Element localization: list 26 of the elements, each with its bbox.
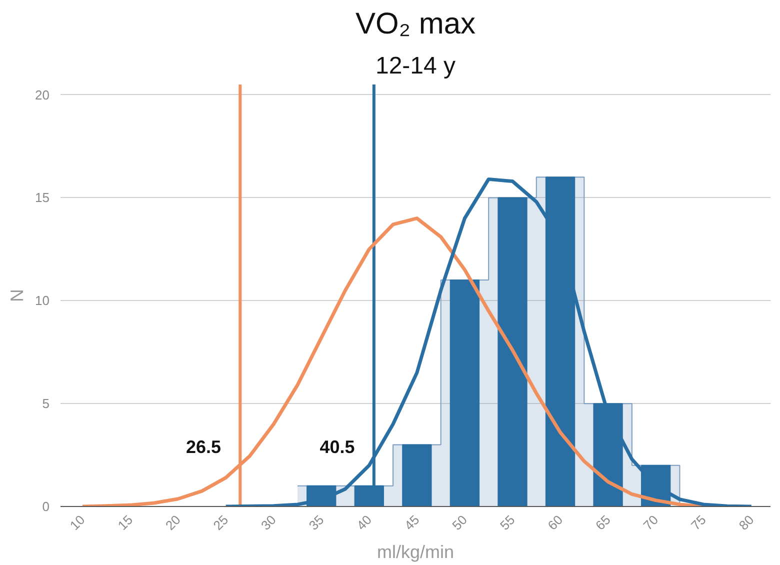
x-tick-label: 40 bbox=[354, 512, 374, 534]
x-axis-title: ml/kg/min bbox=[376, 542, 454, 562]
x-tick-label: 70 bbox=[640, 512, 662, 534]
x-tick-label: 15 bbox=[114, 512, 136, 534]
y-tick-label: 5 bbox=[42, 396, 50, 412]
x-tick-label: 25 bbox=[210, 512, 232, 534]
y-tick-label: 15 bbox=[35, 190, 50, 206]
y-tick-label: 20 bbox=[35, 87, 50, 102]
x-tick-label: 10 bbox=[66, 512, 88, 534]
x-tick-label: 55 bbox=[496, 512, 518, 534]
x-tick-label: 65 bbox=[592, 512, 614, 534]
x-tick-label: 75 bbox=[688, 512, 709, 534]
x-tick-label: 50 bbox=[449, 512, 470, 534]
x-tick-label: 30 bbox=[258, 512, 279, 534]
ref-line-label: 40.5 bbox=[320, 436, 355, 457]
chart-title: VO₂ max bbox=[356, 8, 476, 40]
y-axis-title: N bbox=[7, 289, 28, 302]
chart-subtitle: 12-14 y bbox=[375, 52, 456, 80]
x-tick-label: 20 bbox=[162, 512, 184, 534]
y-tick-label: 10 bbox=[35, 293, 50, 308]
y-tick-label: 0 bbox=[42, 499, 50, 514]
x-tick-label: 35 bbox=[306, 512, 327, 534]
x-tick-label: 45 bbox=[401, 512, 422, 534]
x-tick-label: 80 bbox=[736, 512, 757, 534]
x-tick-label: 60 bbox=[544, 512, 566, 534]
ref-line-label: 26.5 bbox=[186, 436, 222, 457]
